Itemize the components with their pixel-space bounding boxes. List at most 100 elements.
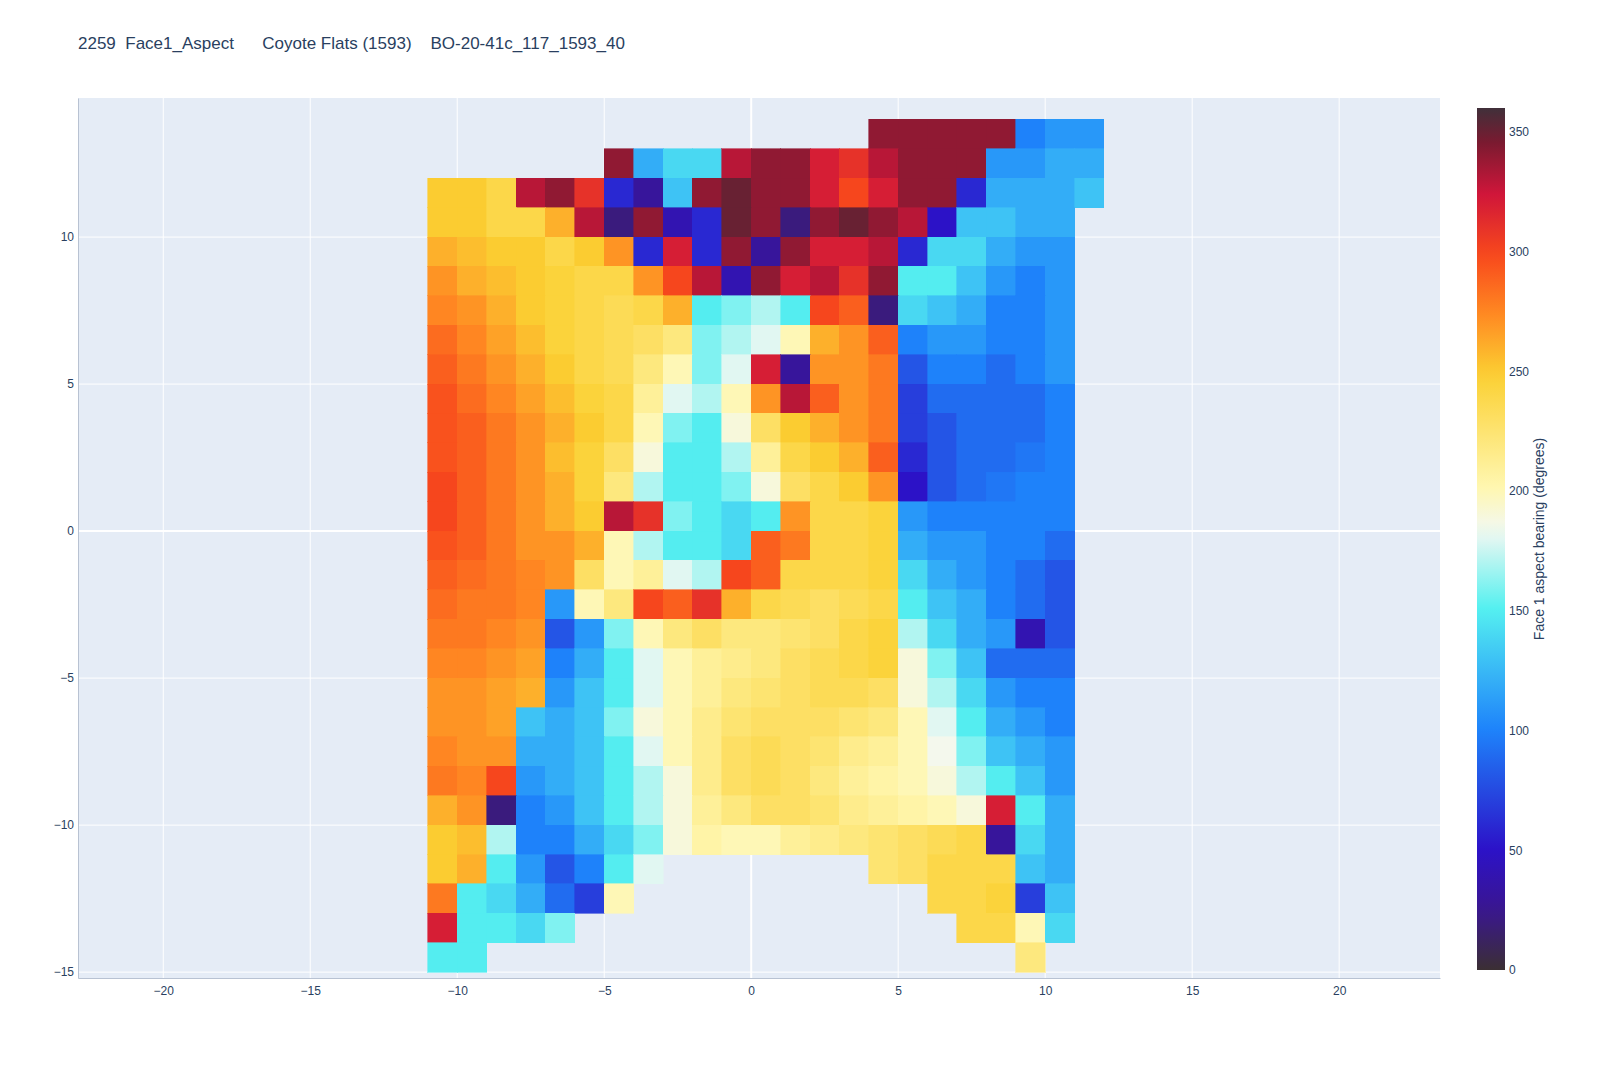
heatmap-cell <box>604 560 633 589</box>
heatmap-cell <box>487 678 516 707</box>
colorbar-axis-tick: 250 <box>1505 365 1529 379</box>
x-axis-tick-label: −15 <box>301 984 322 998</box>
heatmap-cell <box>810 237 839 266</box>
heatmap-cell <box>487 560 516 589</box>
heatmap-cell <box>575 296 604 325</box>
heatmap-cell <box>516 590 545 619</box>
heatmap-cell <box>810 355 839 384</box>
heatmap-cell <box>898 619 927 648</box>
heatmap-cell <box>751 619 780 648</box>
heatmap-cell <box>663 296 692 325</box>
heatmap-cell <box>781 149 810 178</box>
heatmap-cell <box>457 266 486 295</box>
heatmap-cell <box>487 443 516 472</box>
heatmap-cell <box>487 237 516 266</box>
heatmap-cell <box>957 678 986 707</box>
heatmap-cell <box>545 855 574 884</box>
heatmap-cell <box>810 825 839 854</box>
heatmap-cell <box>751 296 780 325</box>
heatmap-cell <box>1045 708 1074 737</box>
heatmap-cell <box>487 766 516 795</box>
colorbar-axis-tick: 300 <box>1505 245 1529 259</box>
heatmap-cell <box>604 355 633 384</box>
heatmap-cell <box>545 531 574 560</box>
heatmap-cell <box>428 796 457 825</box>
heatmap-cell <box>516 325 545 354</box>
heatmap-cell <box>1016 531 1045 560</box>
heatmap-cell <box>810 502 839 531</box>
x-axis-tick: 15 <box>1186 978 1200 998</box>
heatmap-cell <box>428 531 457 560</box>
heatmap-cell <box>986 266 1015 295</box>
heatmap-cell <box>986 208 1015 237</box>
heatmap-cell <box>575 737 604 766</box>
heatmap-cell <box>692 678 721 707</box>
heatmap-cell <box>839 502 868 531</box>
heatmap-cell <box>869 766 898 795</box>
heatmap-cell <box>634 708 663 737</box>
heatmap-cell <box>692 619 721 648</box>
colorbar-title: Face 1 aspect bearing (degrees) <box>1531 438 1547 640</box>
heatmap-cell <box>692 825 721 854</box>
heatmap-cell <box>428 413 457 442</box>
heatmap-cell <box>751 413 780 442</box>
heatmap-cell <box>751 590 780 619</box>
heatmap-cell <box>457 708 486 737</box>
heatmap-cell <box>457 413 486 442</box>
heatmap-cell <box>839 708 868 737</box>
heatmap-cell <box>516 913 545 942</box>
heatmap-cell <box>1045 443 1074 472</box>
y-axis-tick-label: 0 <box>67 524 74 538</box>
heatmap-cell <box>751 355 780 384</box>
heatmap-cell <box>869 413 898 442</box>
colorbar-axis-tick-label: 0 <box>1509 963 1516 977</box>
heatmap-cell <box>663 531 692 560</box>
heatmap-cell <box>1016 472 1045 501</box>
heatmap-cell <box>634 855 663 884</box>
title: 2259 Face1_Aspect Coyote Flats (1593) BO… <box>78 34 625 53</box>
heatmap-cell <box>751 649 780 678</box>
heatmap-cell <box>781 766 810 795</box>
heatmap-cell <box>1016 237 1045 266</box>
heatmap-cell <box>957 149 986 178</box>
heatmap-cell <box>1016 825 1045 854</box>
heatmap-cell <box>722 766 751 795</box>
heatmap-cell <box>634 560 663 589</box>
x-grid-line <box>310 98 311 978</box>
heatmap-cell <box>986 825 1015 854</box>
heatmap-cell <box>428 766 457 795</box>
heatmap-cell <box>810 737 839 766</box>
heatmap-cell <box>722 178 751 207</box>
heatmap-cell <box>928 413 957 442</box>
heatmap-cell <box>487 384 516 413</box>
heatmap-cell <box>869 472 898 501</box>
heatmap-cell <box>1016 384 1045 413</box>
heatmap-cell <box>986 296 1015 325</box>
heatmap-cell <box>516 737 545 766</box>
heatmap-cell <box>986 237 1015 266</box>
heatmap-cell <box>663 708 692 737</box>
heatmap-cell <box>692 649 721 678</box>
y-axis-tick-label: −15 <box>54 965 75 979</box>
heatmap-cell <box>545 560 574 589</box>
heatmap-cell <box>722 737 751 766</box>
heatmap-cell <box>722 266 751 295</box>
heatmap-cell <box>1016 266 1045 295</box>
heatmap-cell <box>516 472 545 501</box>
heatmap-cell <box>1016 325 1045 354</box>
x-axis-tick: 5 <box>895 978 902 998</box>
y-axis-tick: 10 <box>61 230 78 244</box>
heatmap-cell <box>751 708 780 737</box>
heatmap-cell <box>575 825 604 854</box>
heatmap-cell <box>957 208 986 237</box>
heatmap-cell <box>839 355 868 384</box>
heatmap-cell <box>575 208 604 237</box>
heatmap-cell <box>457 825 486 854</box>
x-axis-tick: 20 <box>1333 978 1347 998</box>
heatmap-cell <box>810 531 839 560</box>
heatmap-cell <box>663 413 692 442</box>
heatmap-cell <box>810 678 839 707</box>
heatmap-cell <box>545 413 574 442</box>
heatmap-cell <box>751 531 780 560</box>
heatmap-cell <box>516 296 545 325</box>
